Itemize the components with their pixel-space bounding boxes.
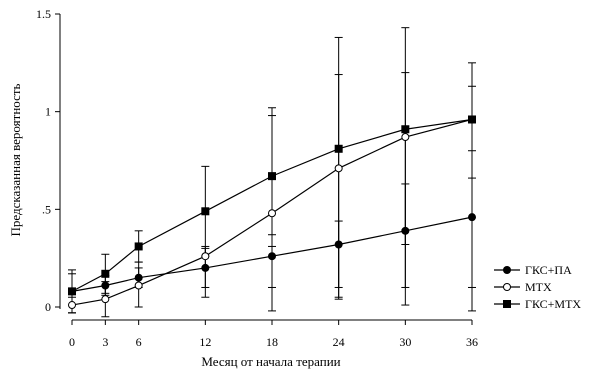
y-tick-label: 1 (45, 105, 51, 119)
series-3-line (71, 118, 473, 292)
x-tick-label: 3 (102, 335, 108, 349)
series-1-line (71, 216, 473, 292)
series-3-point (68, 287, 76, 296)
series-lines (71, 118, 473, 306)
series-2-line (71, 118, 473, 306)
legend-series-1-label: ГКС+ПА (525, 263, 572, 277)
series-3-point (401, 125, 410, 134)
series-2-point (201, 252, 210, 261)
series-3-point (268, 172, 276, 181)
y-tick-label: 1.5 (36, 7, 51, 21)
series-1-point (334, 240, 343, 249)
series-3-point (468, 115, 476, 124)
series-2-point (268, 209, 276, 218)
x-tick-label: 30 (399, 335, 411, 349)
x-axis-title: Месяц от начала терапии (201, 354, 340, 369)
x-tick-label: 36 (466, 335, 478, 349)
series-markers (68, 115, 476, 310)
series-1-point (134, 273, 143, 282)
series-1-point (401, 226, 410, 235)
x-tick-label: 6 (136, 335, 142, 349)
x-tick-label: 12 (199, 335, 211, 349)
legend: ГКС+ПА MTX ГКС+MTX (494, 263, 581, 311)
x-tick-label: 24 (333, 335, 345, 349)
y-axis-title: Предсказанная вероятность (8, 83, 23, 236)
y-tick-label: 0 (45, 300, 51, 314)
series-3-point (201, 207, 210, 216)
x-tick-label: 0 (69, 335, 75, 349)
series-1-point (468, 213, 476, 222)
series-1-point (201, 263, 210, 272)
series-2-point (334, 164, 343, 173)
series-3-point (334, 144, 343, 153)
series-2-point (134, 281, 143, 290)
legend-series-3-marker (503, 300, 511, 308)
series-1-point (268, 252, 276, 261)
series-2-point (68, 301, 76, 310)
legend-series-3-label: ГКС+MTX (525, 297, 581, 311)
series-3-point (134, 242, 143, 251)
y-tick-label: .5 (42, 202, 51, 216)
series-2-point (401, 133, 410, 142)
x-tick-label: 18 (266, 335, 278, 349)
series-2-point (101, 295, 110, 304)
series-3-point (101, 269, 110, 278)
axes: 0.511.50 3 6 12 18 24 30 36 (36, 7, 478, 349)
series-1-point (101, 281, 110, 290)
legend-series-1-marker (503, 266, 511, 274)
legend-series-2-marker (503, 283, 511, 291)
legend-series-2-label: MTX (525, 280, 552, 294)
